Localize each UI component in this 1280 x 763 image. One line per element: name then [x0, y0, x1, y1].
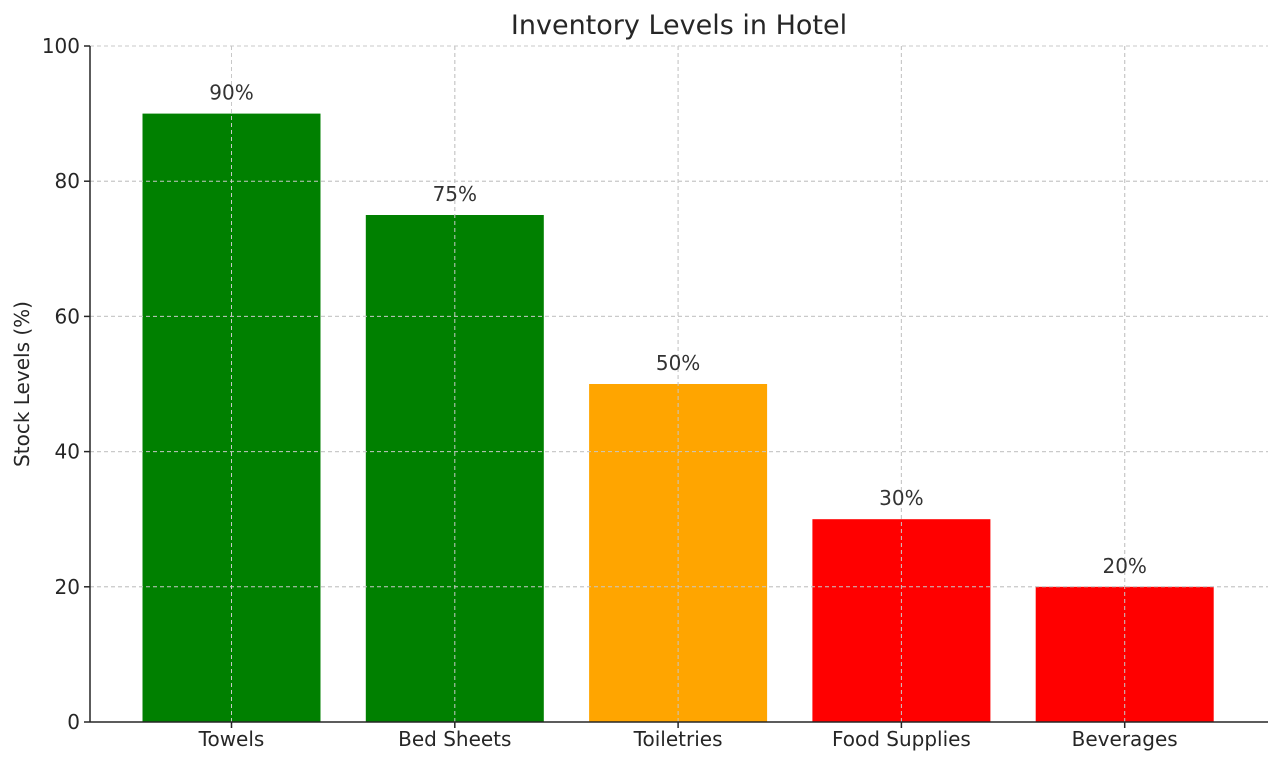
bar-value-label: 90% — [209, 81, 253, 105]
x-tick-label: Food Supplies — [832, 727, 971, 751]
data-labels: 90% 75% 50% 30% 20% — [209, 81, 1147, 578]
bar-value-label: 20% — [1102, 554, 1146, 578]
bar-value-label: 50% — [656, 351, 700, 375]
chart-title: Inventory Levels in Hotel — [511, 10, 847, 41]
y-tick-label: 60 — [55, 304, 80, 328]
y-tick-label: 100 — [42, 34, 80, 58]
bars — [90, 45, 1268, 723]
x-tick-label: Toiletries — [633, 727, 723, 751]
bar-value-label: 30% — [879, 486, 923, 510]
x-tick-label: Bed Sheets — [398, 727, 511, 751]
bar-value-label: 75% — [433, 182, 477, 206]
axes: 0 20 40 60 80 100 Towels Bed Sheets Toiletries Fo… — [42, 34, 1268, 751]
x-tick-label: Towels — [198, 727, 265, 751]
y-tick-label: 20 — [55, 575, 80, 599]
y-axis-label: Stock Levels (%) — [10, 301, 34, 467]
y-tick-label: 80 — [55, 169, 80, 193]
x-tick-label: Beverages — [1072, 727, 1178, 751]
y-tick-label: 0 — [67, 710, 80, 734]
y-tick-label: 40 — [55, 440, 80, 464]
